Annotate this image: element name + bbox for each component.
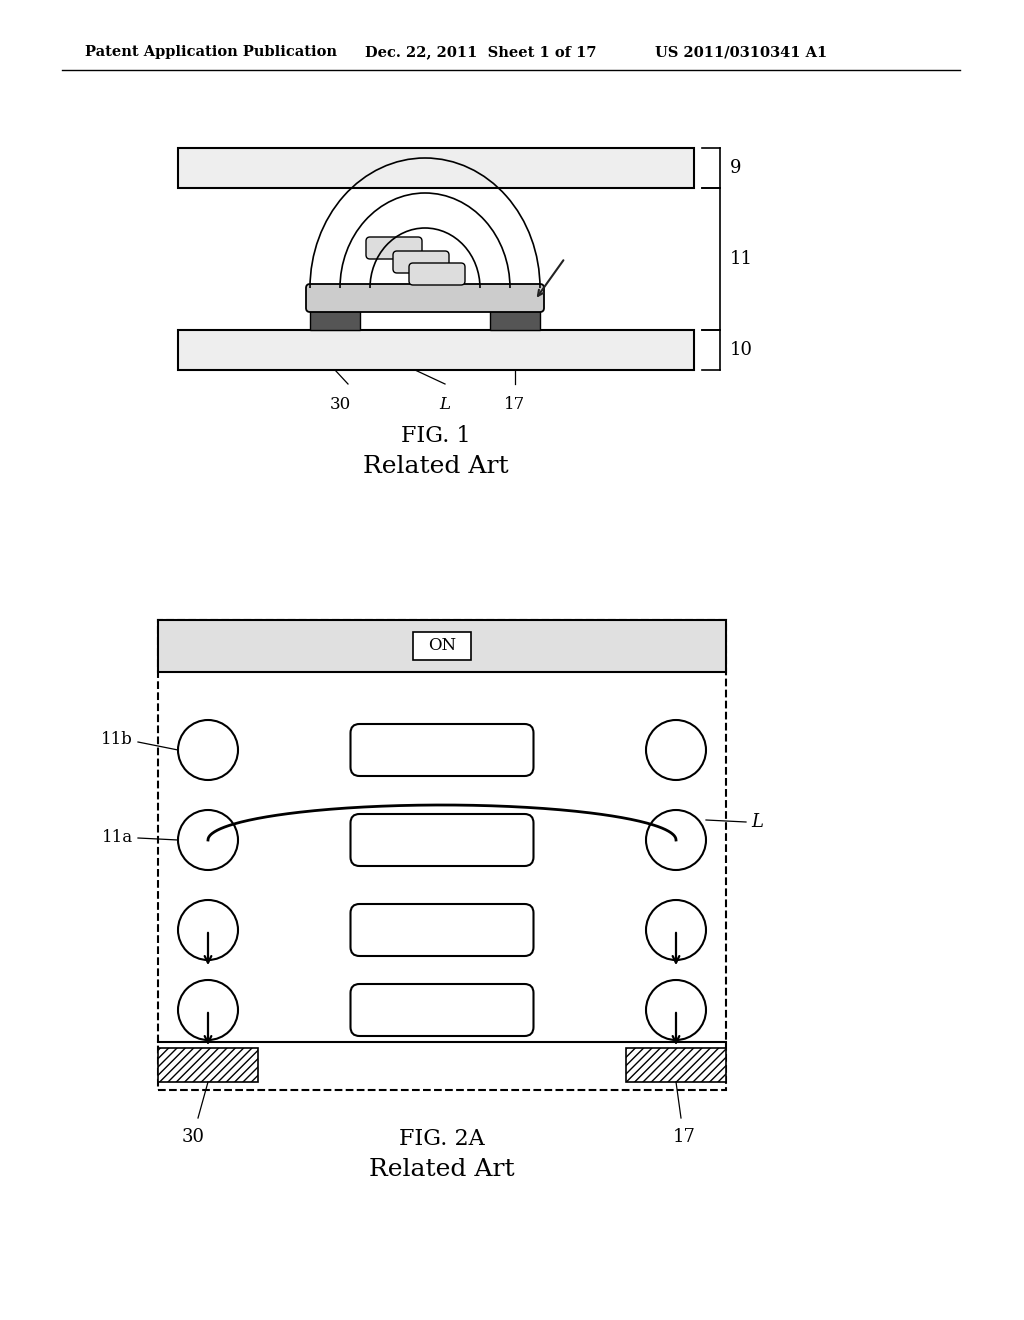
Text: 9: 9 [730, 158, 741, 177]
Circle shape [178, 810, 238, 870]
Text: 17: 17 [505, 396, 525, 413]
Text: 30: 30 [181, 1129, 205, 1146]
Bar [178, 330, 694, 370]
Text: Related Art: Related Art [364, 455, 509, 478]
Text: L: L [439, 396, 451, 413]
Text: Dec. 22, 2011  Sheet 1 of 17: Dec. 22, 2011 Sheet 1 of 17 [365, 45, 597, 59]
Text: 11: 11 [730, 249, 753, 268]
Bar [158, 1048, 258, 1082]
FancyBboxPatch shape [409, 263, 465, 285]
Bar [626, 1048, 726, 1082]
Text: 17: 17 [673, 1129, 695, 1146]
Text: 10: 10 [730, 341, 753, 359]
Circle shape [646, 900, 706, 960]
Bar [158, 620, 726, 1090]
Circle shape [646, 810, 706, 870]
Bar [158, 620, 726, 672]
Circle shape [178, 900, 238, 960]
FancyBboxPatch shape [350, 983, 534, 1036]
FancyBboxPatch shape [350, 723, 534, 776]
Text: FIG. 1: FIG. 1 [401, 425, 471, 447]
Circle shape [178, 719, 238, 780]
Bar [178, 148, 694, 187]
Text: Related Art: Related Art [370, 1158, 515, 1181]
Circle shape [178, 979, 238, 1040]
Text: 11b: 11b [101, 731, 133, 748]
Text: Patent Application Publication: Patent Application Publication [85, 45, 337, 59]
FancyBboxPatch shape [366, 238, 422, 259]
Text: L: L [751, 813, 763, 832]
Text: US 2011/0310341 A1: US 2011/0310341 A1 [655, 45, 827, 59]
FancyBboxPatch shape [306, 284, 544, 312]
Circle shape [646, 719, 706, 780]
Bar [310, 308, 360, 330]
Circle shape [646, 979, 706, 1040]
Bar [413, 632, 471, 660]
FancyBboxPatch shape [350, 904, 534, 956]
Text: FIG. 2A: FIG. 2A [399, 1129, 484, 1150]
Text: 11a: 11a [101, 829, 133, 846]
FancyBboxPatch shape [350, 814, 534, 866]
Text: 30: 30 [330, 396, 350, 413]
Text: ON: ON [428, 638, 456, 655]
FancyBboxPatch shape [393, 251, 449, 273]
Bar [490, 308, 540, 330]
